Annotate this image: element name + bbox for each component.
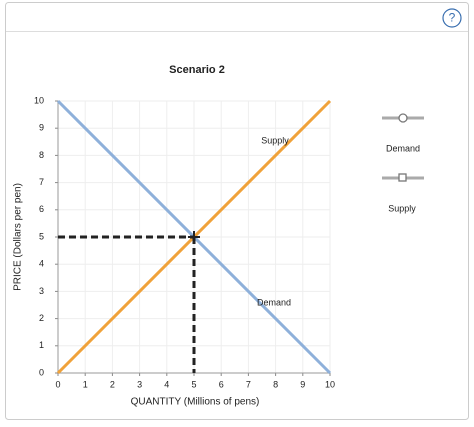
legend-label: Demand [386, 143, 420, 153]
x-tick-label: 9 [300, 379, 305, 389]
x-tick-label: 6 [219, 379, 224, 389]
chart-title: Scenario 2 [169, 64, 225, 76]
y-tick-label: 8 [39, 150, 44, 160]
x-tick-label: 3 [137, 379, 142, 389]
y-tick-label: 0 [39, 367, 44, 377]
help-button[interactable] [442, 8, 462, 28]
y-tick-label: 5 [39, 231, 44, 241]
y-tick-label: 1 [39, 340, 44, 350]
x-tick-label: 2 [110, 379, 115, 389]
y-tick-label: 9 [39, 123, 44, 133]
legend-label: Supply [388, 203, 416, 213]
x-tick-label: 7 [246, 379, 251, 389]
legend-icon[interactable] [398, 173, 407, 182]
y-tick-label: 4 [39, 259, 44, 269]
y-axis-title: PRICE (Dollars per pen) [13, 183, 24, 291]
y-tick-label: 10 [34, 95, 44, 105]
y-tick-label: 7 [39, 177, 44, 187]
legend: Demand Supply [382, 113, 424, 213]
x-tick-label: 5 [191, 379, 196, 389]
x-tick-label: 10 [325, 379, 335, 389]
equilibrium-point [188, 231, 200, 243]
y-tick-label: 3 [39, 286, 44, 296]
x-axis-title: QUANTITY (Millions of pens) [131, 397, 260, 408]
x-tick-label: 4 [164, 379, 169, 389]
x-tick-label: 8 [273, 379, 278, 389]
y-tick-label: 2 [39, 313, 44, 323]
legend-icon[interactable] [398, 113, 408, 123]
y-tick-label: 6 [39, 204, 44, 214]
curve-label: Supply [261, 135, 289, 145]
x-tick-label: 1 [83, 379, 88, 389]
panel [5, 2, 469, 420]
x-tick-label: 0 [55, 379, 60, 389]
curve-label: Demand [257, 297, 291, 307]
help-icon[interactable]: ? [449, 11, 456, 25]
